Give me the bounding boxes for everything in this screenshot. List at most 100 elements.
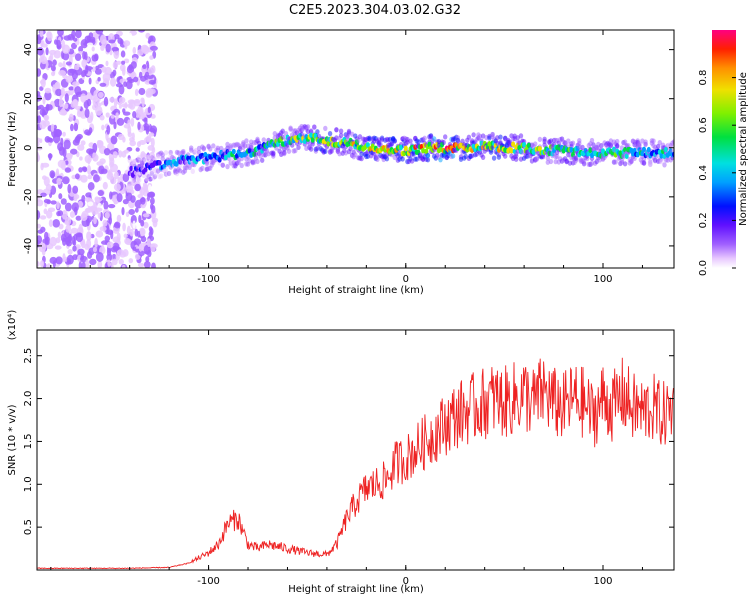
spectrogram-noise-blob: [99, 82, 107, 87]
spectrogram-noise-blob: [110, 114, 115, 119]
spectrogram-noise-blob: [64, 202, 72, 212]
spectrogram-halo: [160, 156, 165, 162]
spectrogram-noise-blob: [43, 199, 51, 204]
spectrogram-halo: [359, 156, 364, 162]
spectrogram-noise-blob: [113, 199, 118, 205]
spectrogram-noise-blob: [85, 92, 93, 102]
spectrogram-halo: [422, 135, 427, 141]
spectrogram-ridge-cell: [438, 146, 443, 153]
spectrogram-halo: [290, 142, 295, 148]
spectrogram-noise-blob: [147, 145, 155, 151]
spectrogram-noise-blob: [112, 242, 120, 251]
spectrogram-noise-blob: [55, 168, 60, 176]
spectrogram-noise-blob: [49, 256, 58, 265]
spectrogram-noise-blob: [86, 165, 92, 175]
spectrogram-noise-blob: [50, 200, 57, 205]
spectrogram-x-tick-label: 0: [403, 274, 409, 285]
spectrogram-noise-blob: [138, 71, 143, 79]
spectrogram-ridge-cell: [642, 146, 646, 153]
spectrogram-halo: [286, 148, 292, 154]
spectrogram-noise-blob: [37, 195, 41, 203]
spectrogram-noise-blob: [61, 40, 66, 51]
spectrogram-halo: [208, 146, 213, 152]
spectrogram-noise-blob: [62, 131, 66, 137]
spectrogram-halo: [296, 144, 301, 150]
spectrogram-halo: [219, 145, 224, 151]
spectrogram-noise-blob: [37, 47, 44, 56]
spectrogram-noise-blob: [122, 222, 126, 232]
spectrogram-noise-blob: [142, 213, 150, 218]
spectrogram-halo: [443, 134, 448, 140]
spectrogram-halo: [255, 158, 260, 165]
spectrogram-noise-blob: [72, 185, 79, 194]
spectrogram-noise-blob: [44, 87, 52, 94]
spectrogram-noise-blob: [86, 42, 94, 47]
spectrogram-noise-blob: [44, 91, 52, 101]
spectrogram-halo: [130, 177, 135, 184]
spectrogram-noise-blob: [134, 207, 139, 213]
spectrogram-noise-blob: [62, 253, 66, 263]
spectrogram-halo: [629, 158, 634, 164]
spectrogram-halo: [130, 159, 135, 165]
spectrogram-noise-blob: [96, 161, 104, 167]
spectrogram-noise-blob: [95, 30, 104, 35]
spectrogram-noise-blob: [94, 196, 100, 203]
spectrogram-noise-blob: [70, 123, 74, 132]
spectrogram-noise-blob: [37, 141, 40, 147]
spectrogram-noise-blob: [127, 32, 132, 38]
spectrogram-halo: [315, 145, 320, 151]
spectrogram-noise-blob: [37, 115, 42, 124]
spectrogram-noise-blob: [81, 261, 86, 268]
spectrogram-noise-blob: [121, 264, 126, 268]
spectrogram-noise-blob: [106, 253, 113, 261]
spectrogram-halo: [438, 157, 443, 163]
spectrogram-noise-blob: [106, 241, 114, 249]
snr-y-multiplier: (x10⁴): [7, 310, 18, 341]
spectrogram-noise-blob: [122, 111, 131, 116]
spectrogram-noise-blob: [137, 121, 141, 131]
spectrogram-noise-blob: [58, 193, 63, 200]
spectrogram-halo: [466, 134, 472, 140]
spectrogram-noise-blob: [133, 100, 141, 107]
spectrogram-halo: [215, 145, 221, 151]
spectrogram-halo: [338, 132, 344, 138]
spectrogram-noise-blob: [65, 153, 73, 158]
spectrogram-noise-blob: [136, 230, 141, 238]
spectrogram-noise-blob: [87, 174, 93, 180]
spectrogram-halo: [566, 138, 571, 144]
spectrogram-noise-blob: [39, 30, 44, 38]
spectrogram-noise-blob: [128, 209, 135, 215]
spectrogram-noise-blob: [63, 35, 72, 41]
spectrogram-noise-blob: [121, 207, 125, 216]
spectrogram-noise-blob: [73, 195, 78, 202]
spectrogram-noise-blob: [78, 223, 83, 234]
spectrogram-noise-blob: [113, 49, 120, 60]
spectrogram-noise-blob: [91, 189, 96, 200]
spectrogram-noise-blob: [75, 30, 82, 39]
spectrogram-noise-blob: [57, 142, 64, 152]
spectrogram-halo: [274, 145, 279, 151]
spectrogram-noise-blob: [118, 104, 122, 109]
spectrogram-halo: [334, 127, 339, 133]
spectrogram-halo: [488, 149, 494, 155]
spectrogram-halo: [293, 148, 298, 154]
spectrogram-noise-blob: [67, 183, 72, 194]
spectrogram-halo: [555, 154, 560, 160]
spectrogram-noise-blob: [142, 45, 150, 55]
spectrogram-halo: [425, 157, 431, 163]
spectrogram-noise-blob: [104, 235, 111, 242]
spectrogram-noise-blob: [46, 104, 53, 111]
spectrogram-noise-blob: [91, 54, 99, 62]
spectrogram-halo: [662, 162, 667, 168]
spectrogram-noise-blob: [127, 103, 133, 109]
colorbar: 0.0 0.2 0.4 0.6 0.8 Normalized spectral ampl…: [698, 30, 749, 276]
spectrogram-noise-blob: [56, 177, 62, 185]
spectrogram-noise-blob: [97, 260, 103, 268]
spectrogram-noise-blob: [124, 237, 131, 245]
spectrogram-halo: [648, 161, 653, 168]
spectrogram-noise-blob: [68, 113, 74, 122]
spectrogram-halo: [450, 153, 456, 159]
spectrogram-noise-blob: [135, 147, 140, 152]
spectrogram-noise-blob: [93, 216, 97, 225]
spectrogram-noise-blob: [108, 39, 116, 44]
